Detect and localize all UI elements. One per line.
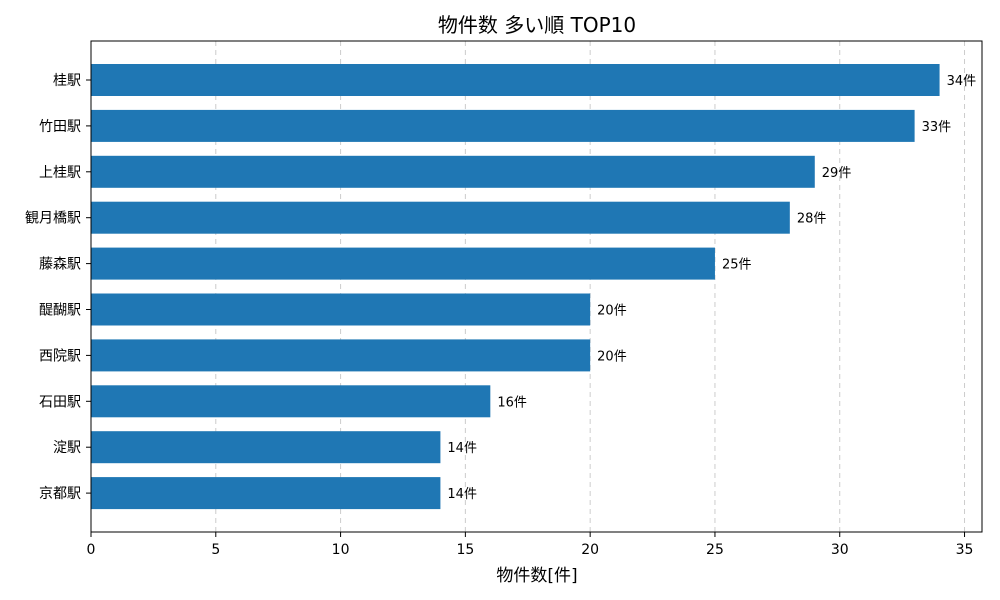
bar-data-label: 16件	[497, 395, 527, 410]
x-tick-label: 10	[332, 542, 350, 558]
bar-data-label: 25件	[722, 258, 752, 273]
x-axis-label: 物件数[件]	[496, 566, 577, 586]
bar-data-label: 28件	[797, 212, 827, 227]
bar	[91, 339, 591, 372]
bar-data-label: 34件	[947, 74, 977, 89]
x-tick-label: 0	[87, 542, 96, 558]
bar	[91, 201, 790, 234]
data-labels: 34件 33件 29件 28件 25件 20件 20件 16件 14件 14件	[447, 74, 976, 502]
bar-data-label: 20件	[597, 304, 627, 319]
x-tick-label: 20	[581, 542, 599, 558]
x-tick-label: 30	[831, 542, 849, 558]
y-category-label: 西院駅	[39, 348, 81, 364]
bar	[91, 155, 815, 188]
bars	[91, 64, 940, 510]
y-category-label: 淀駅	[53, 440, 81, 456]
y-category-label: 京都駅	[39, 486, 81, 502]
bar	[91, 385, 491, 418]
bar	[91, 64, 940, 96]
bar-data-label: 20件	[597, 349, 627, 364]
bar	[91, 431, 441, 464]
y-category-label: 醍醐駅	[39, 303, 81, 319]
chart-title: 物件数 多い順 TOP10	[438, 13, 636, 37]
bar-data-label: 14件	[447, 487, 477, 502]
y-category-label: 石田駅	[39, 394, 81, 410]
bar	[91, 293, 591, 326]
x-tick-label: 15	[456, 542, 474, 558]
y-category-label: 上桂駅	[39, 165, 81, 181]
bar-data-label: 33件	[922, 120, 952, 135]
x-tick-label: 5	[211, 542, 220, 558]
plot-frame	[90, 40, 983, 533]
y-category-label: 竹田駅	[39, 119, 81, 135]
y-category-label: 桂駅	[53, 73, 81, 89]
y-category-label: 観月橋駅	[25, 210, 81, 227]
x-tick-label: 25	[706, 542, 724, 558]
bar-data-label: 29件	[822, 166, 852, 181]
x-axis-ticks: 0 5 10 15 20 25 30 35	[87, 532, 974, 558]
bar	[91, 247, 715, 280]
y-category-label: 藤森駅	[39, 257, 81, 273]
bar	[91, 109, 915, 142]
x-tick-label: 35	[956, 542, 974, 558]
bar	[91, 477, 441, 510]
bar-data-label: 14件	[447, 441, 477, 456]
